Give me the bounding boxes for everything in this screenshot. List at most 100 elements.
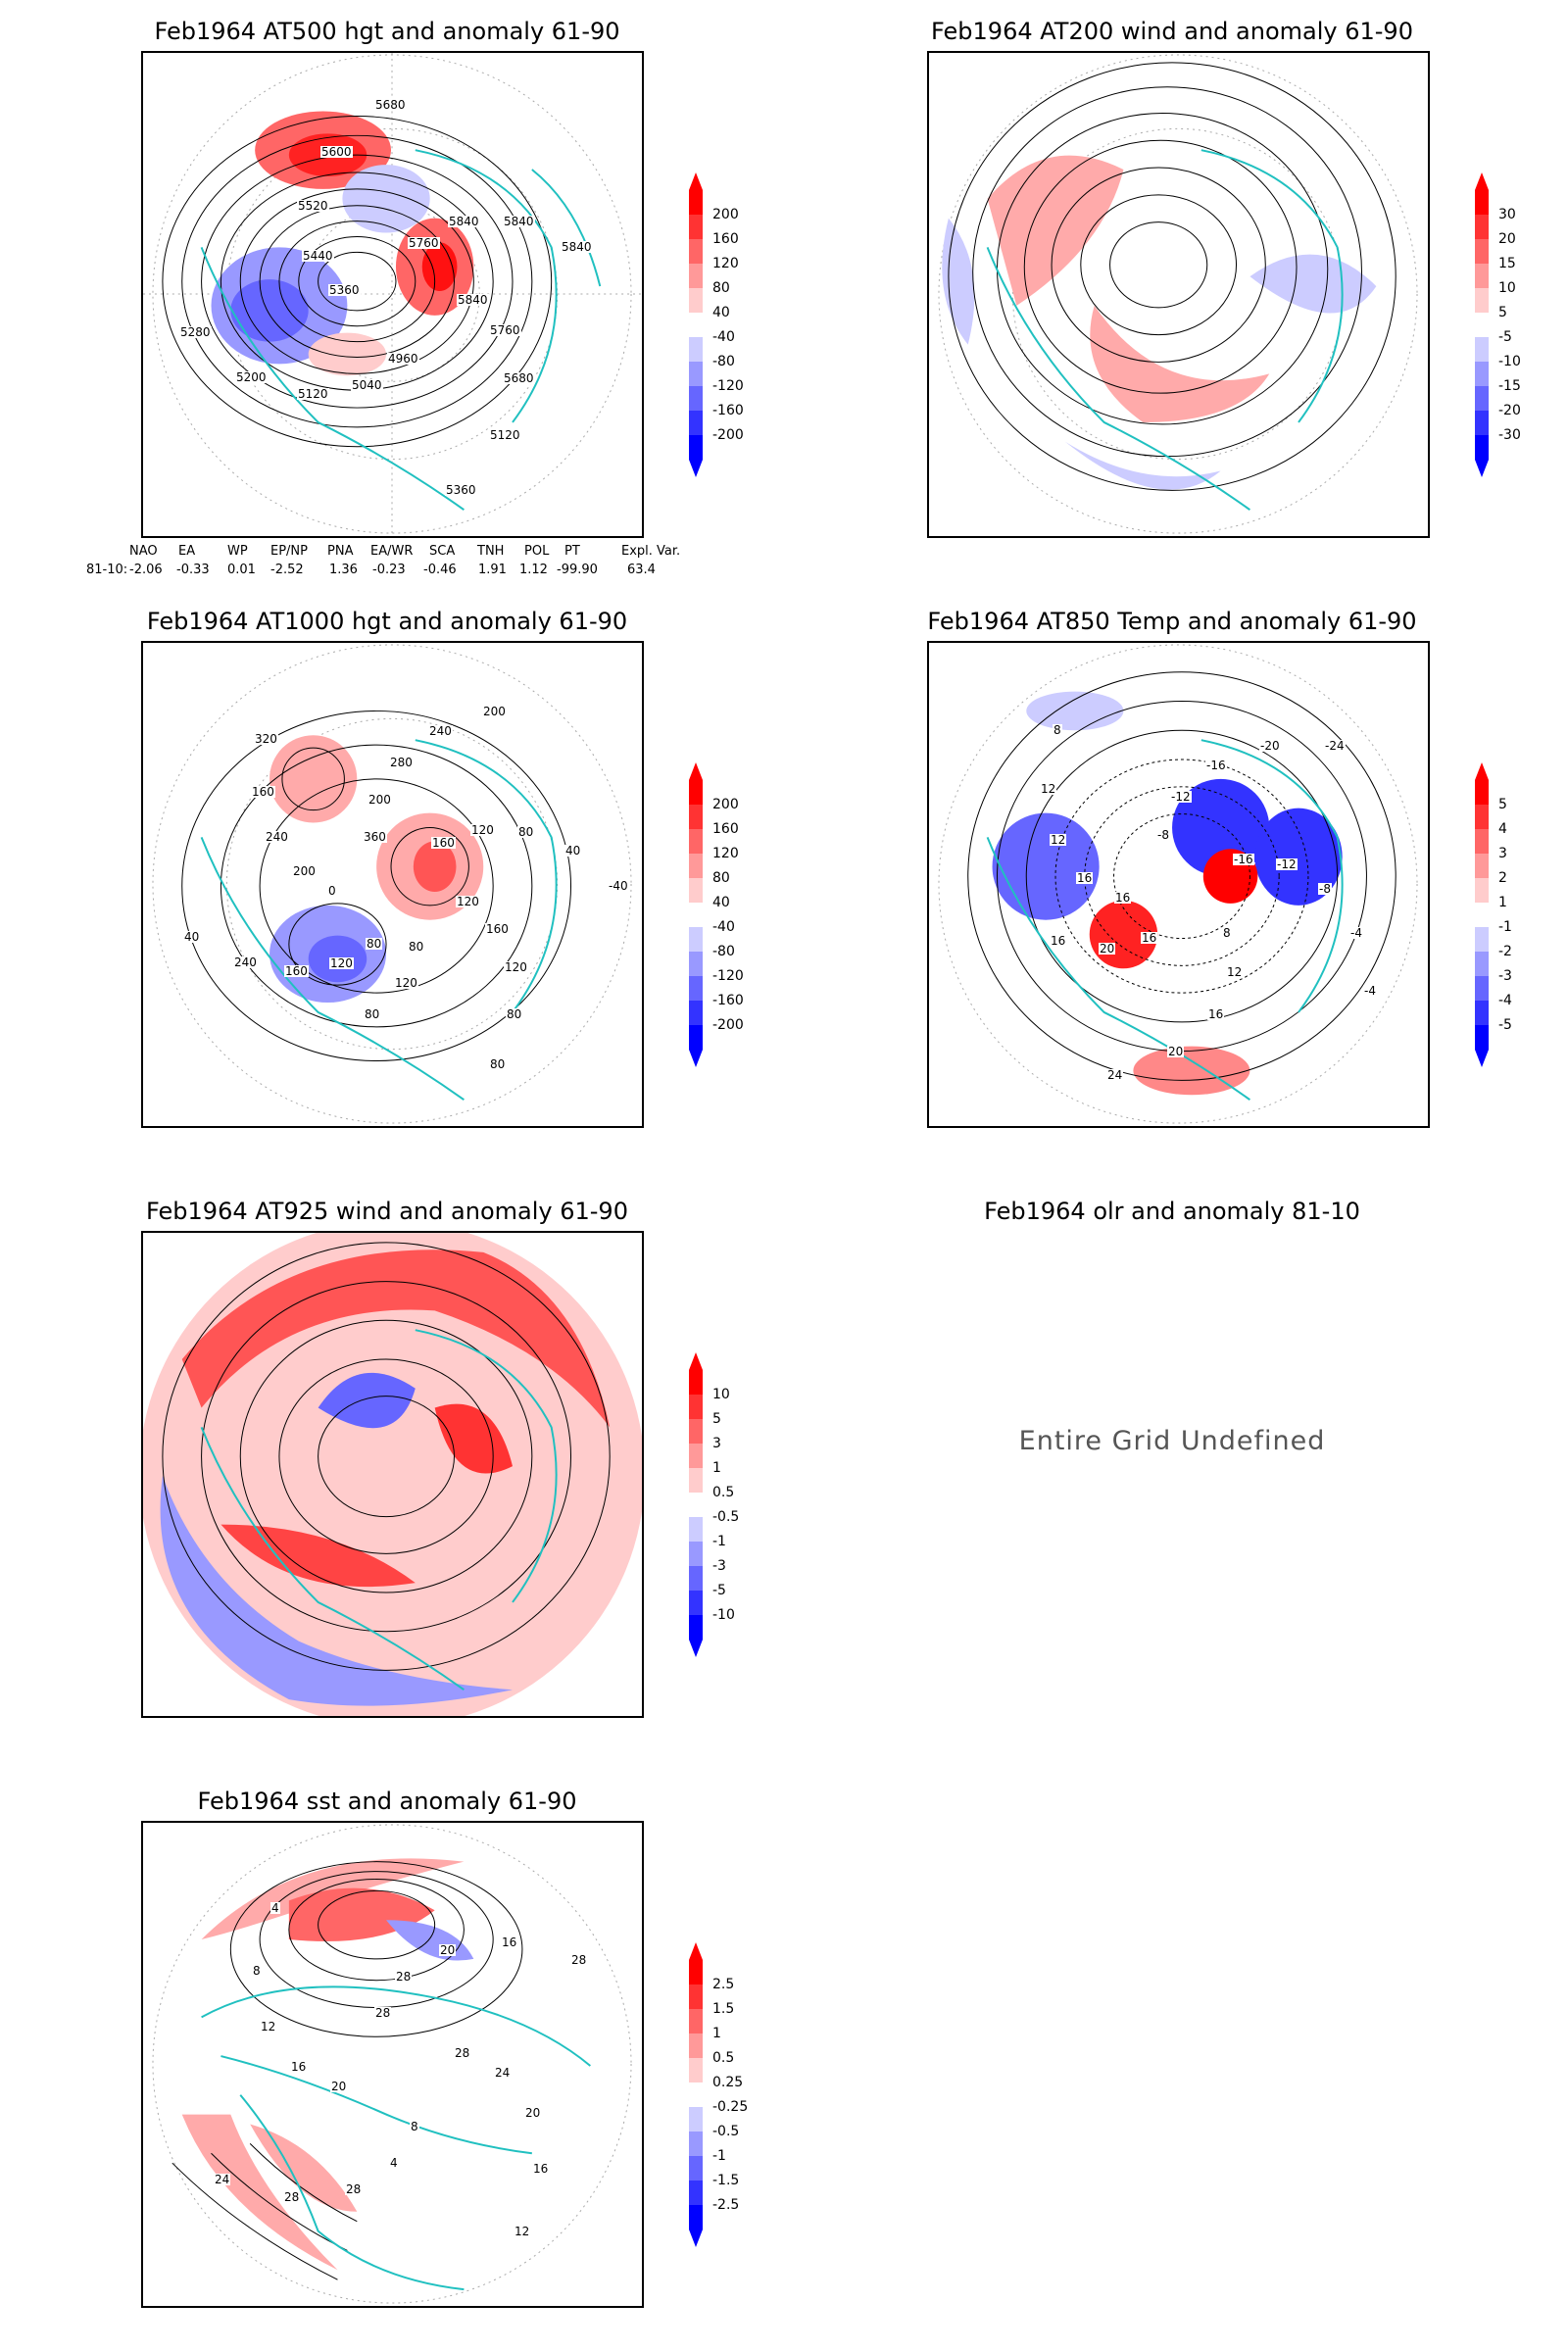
contour-label: 16 (1207, 1007, 1225, 1021)
contour-label: 200 (368, 793, 392, 807)
colorbar-swatch (689, 1370, 703, 1395)
colorbar-swatch (689, 435, 703, 460)
colorbar-label: -2.5 (712, 2197, 740, 2213)
colorbar-label: -5 (712, 1583, 726, 1598)
colorbar-swatch (689, 805, 703, 829)
colorbar-label: 4 (1498, 821, 1507, 837)
colorbar-at200: 30 20 15 10 5 -5 -10 -15 -20 -30 (1475, 172, 1563, 477)
colorbar-swatch (689, 1566, 703, 1591)
contour-label: 5680 (503, 371, 535, 385)
colorbar-bottom-arrow (689, 2230, 703, 2247)
colorbar-swatch (689, 1960, 703, 1984)
colorbar-swatch (689, 854, 703, 878)
contour-label: 5840 (448, 215, 480, 228)
colorbar-label: 120 (712, 256, 739, 271)
colorbar-label: 5 (1498, 797, 1507, 812)
contour-label: 20 (1167, 1045, 1185, 1058)
contour-label: 5840 (503, 215, 535, 228)
colorbar-label: 30 (1498, 207, 1516, 222)
panel-title-at850: Feb1964 AT850 Temp and anomaly 61-90 (927, 608, 1417, 635)
colorbar-swatch (1475, 362, 1489, 386)
colorbar-label: -200 (712, 427, 744, 443)
colorbar-label: 3 (712, 1436, 721, 1451)
colorbar-label: 10 (712, 1387, 730, 1402)
tele-value-eawr: -0.23 (372, 563, 406, 577)
contour-label: 5600 (320, 145, 353, 159)
colorbar-label: 20 (1498, 231, 1516, 247)
contour-label: 5440 (302, 249, 334, 263)
map-at925-svg (143, 1233, 642, 1716)
colorbar-label: -10 (712, 1607, 735, 1623)
contour-label: 280 (389, 756, 414, 769)
contour-label: 320 (254, 732, 278, 746)
contour-label: 16 (532, 2162, 550, 2176)
colorbar-swatch (689, 313, 703, 337)
contour-label: 12 (1050, 833, 1067, 847)
colorbar-swatch (1475, 952, 1489, 976)
colorbar-label: 40 (712, 895, 730, 910)
colorbar-label: -1 (712, 2148, 726, 2164)
colorbar-at925: 10 5 3 1 0.5 -0.5 -1 -3 -5 -10 (689, 1352, 777, 1657)
colorbar-label: -160 (712, 403, 744, 418)
contour-label: 8 (410, 2120, 419, 2133)
colorbar-swatch (689, 2082, 703, 2107)
panel-title-at1000: Feb1964 AT1000 hgt and anomaly 61-90 (146, 608, 628, 635)
contour-label: 20 (330, 2080, 348, 2093)
colorbar-label: -10 (1498, 354, 1521, 369)
colorbar-at850: 5 4 3 2 1 -1 -2 -3 -4 -5 (1475, 762, 1563, 1067)
colorbar-label: -5 (1498, 1017, 1512, 1033)
colorbar-label: 80 (712, 280, 730, 296)
colorbar-swatch (1475, 1025, 1489, 1050)
contour-label: 12 (1226, 965, 1244, 979)
colorbar-bottom-arrow (689, 1640, 703, 1657)
colorbar-swatch (689, 2205, 703, 2230)
contour-label: 4960 (387, 352, 419, 366)
colorbar-label: -15 (1498, 378, 1521, 394)
colorbar-label: 40 (712, 305, 730, 320)
contour-label: 120 (456, 895, 480, 908)
contour-label: 5520 (297, 199, 329, 213)
contour-labels-at850: 16 16 12 12 8 -8 -12 -16 -20 -24 -16 -12 -8 -4 -4 8 12 16… (927, 641, 1430, 1128)
colorbar-top-arrow (689, 1942, 703, 1960)
tele-value-pol: 1.12 (519, 563, 548, 577)
colorbar-label: -30 (1498, 427, 1521, 443)
colorbar-swatch (689, 829, 703, 854)
colorbar-label: 10 (1498, 280, 1516, 296)
colorbar-swatch (1475, 1001, 1489, 1025)
colorbar-swatch (689, 952, 703, 976)
contour-label: 8 (1222, 926, 1232, 940)
colorbar-swatch (689, 386, 703, 411)
contour-labels-at500: 5840 5760 5680 5120 5360 4960 5040 5120 5200 5280… (141, 51, 644, 538)
contour-label: 24 (214, 2173, 231, 2186)
colorbar-bottom-arrow (1475, 460, 1489, 477)
panel-title-sst: Feb1964 sst and anomaly 61-90 (197, 1788, 577, 1815)
colorbar-label: -4 (1498, 993, 1512, 1008)
contour-label: 120 (470, 823, 495, 837)
colorbar-label: 2.5 (712, 1977, 735, 1992)
contour-label: 200 (292, 864, 317, 878)
contour-label: 16 (1076, 871, 1094, 885)
colorbar-swatch (1475, 976, 1489, 1001)
contour-label: 200 (482, 705, 507, 718)
contour-label: 20 (1099, 942, 1116, 956)
tele-value-ea: -0.33 (176, 563, 210, 577)
colorbar-swatch (1475, 288, 1489, 313)
colorbar-label: 1.5 (712, 2001, 735, 2017)
tele-header-eawr: EA/WR (370, 544, 414, 559)
tele-header-pt: PT (564, 544, 580, 559)
colorbar-swatch (689, 215, 703, 239)
colorbar-label: 160 (712, 231, 739, 247)
colorbar-swatch (1475, 239, 1489, 264)
colorbar-swatch (1475, 829, 1489, 854)
colorbar-label: -200 (712, 1017, 744, 1033)
colorbar-top-arrow (1475, 172, 1489, 190)
tele-header-tnh: TNH (477, 544, 505, 559)
colorbar-swatch (1475, 337, 1489, 362)
contour-label: 80 (364, 1007, 381, 1021)
contour-label: 16 (1141, 931, 1158, 945)
contour-label: 5760 (408, 236, 440, 250)
colorbar-label: -160 (712, 993, 744, 1008)
contour-label: 12 (260, 2020, 277, 2034)
colorbar-at1000: 200 160 120 80 40 -40 -80 -120 -160 -200 (689, 762, 777, 1067)
colorbar-bottom-arrow (1475, 1050, 1489, 1067)
